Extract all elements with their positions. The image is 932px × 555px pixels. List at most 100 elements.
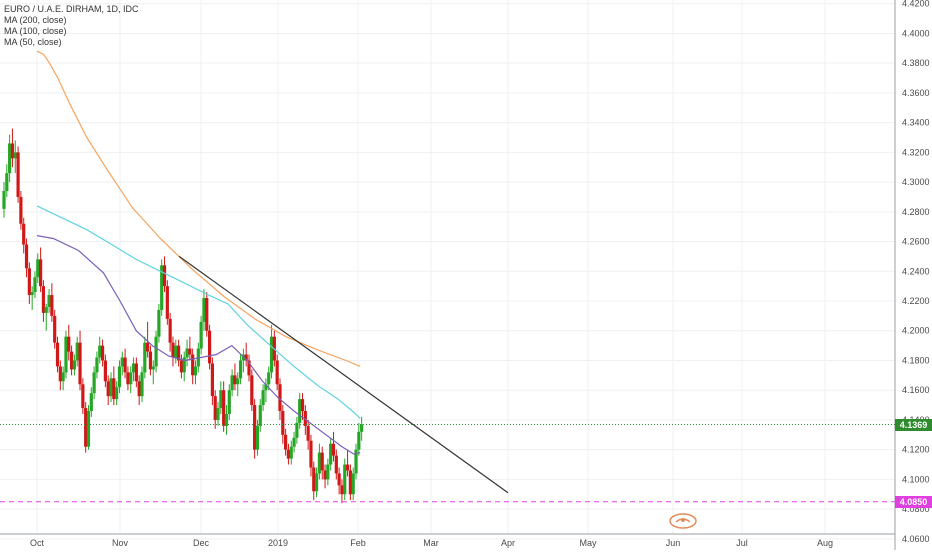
candle-body: [146, 342, 150, 352]
candle-body: [36, 259, 40, 278]
candle-body: [151, 366, 155, 370]
candle-body: [281, 411, 285, 435]
candle-body: [41, 286, 46, 313]
y-tick-label: 4.2000: [902, 326, 930, 336]
candle-body: [134, 363, 138, 382]
candle-body: [112, 378, 116, 400]
candle-body: [357, 431, 361, 450]
x-tick-label: Dec: [193, 538, 210, 548]
candle-body: [216, 408, 220, 420]
candle-body: [2, 191, 6, 209]
candle-body: [323, 470, 327, 480]
candle-body: [219, 390, 223, 409]
candle-body: [238, 360, 243, 379]
candle-body: [250, 375, 254, 406]
candle-body: [255, 425, 260, 450]
plot-area: [0, 0, 895, 534]
candle-body: [106, 381, 110, 397]
candle-body: [312, 467, 316, 492]
y-tick-label: 4.2600: [902, 237, 930, 247]
y-tick-label: 4.0600: [902, 534, 930, 544]
y-tick-label: 4.3600: [902, 88, 930, 98]
chart-legend: EURO / U.A.E. DIRHAM, 1D, IDC MA (200, c…: [4, 4, 139, 48]
candle-body: [337, 473, 341, 486]
candle-body: [16, 152, 20, 197]
tradingview-logo-icon[interactable]: [669, 513, 697, 529]
candle-body: [185, 348, 189, 358]
candle-body: [210, 363, 214, 397]
candle-body: [331, 443, 336, 456]
candle-body: [165, 286, 169, 319]
candle-body: [131, 363, 136, 373]
candle-body: [162, 265, 167, 287]
candle-body: [61, 372, 65, 382]
candle-body: [24, 244, 29, 269]
candle-body: [345, 464, 350, 471]
candle-body: [340, 485, 344, 495]
candle-body: [67, 336, 71, 352]
candle-body: [10, 143, 15, 159]
ma200-line: [36, 50, 361, 367]
support-price-tag: 4.0850: [895, 495, 932, 508]
candle-body: [267, 372, 271, 385]
candle-body: [120, 357, 124, 367]
candle-body: [50, 295, 54, 316]
candle-body: [247, 360, 251, 376]
ma100-line: [36, 205, 361, 419]
candle-body: [300, 399, 305, 412]
candle-body: [188, 348, 192, 355]
candle-body: [334, 455, 338, 474]
candle-body: [140, 372, 144, 397]
candle-body: [286, 449, 291, 459]
candle-body: [168, 318, 172, 343]
y-tick-label: 4.3000: [902, 177, 930, 187]
candle-body: [309, 440, 313, 468]
y-tick-label: 4.3400: [902, 118, 930, 128]
y-tick-label: 4.2800: [902, 207, 930, 217]
candle-body: [75, 342, 79, 361]
candle-body: [230, 375, 234, 391]
candle-body: [92, 372, 96, 394]
y-tick-label: 4.1200: [902, 445, 930, 455]
candle-body: [224, 413, 229, 426]
x-tick-label: Jul: [736, 538, 748, 548]
candle-body: [191, 354, 195, 376]
x-tick-label: Aug: [817, 538, 833, 548]
x-tick-label: Nov: [112, 538, 129, 548]
candle-body: [354, 449, 358, 474]
candle-body: [84, 408, 88, 447]
candle-body: [193, 366, 198, 376]
candle-body: [202, 298, 206, 322]
candle-body: [348, 470, 352, 495]
y-tick-label: 4.1000: [902, 474, 930, 484]
last-price-tag: 4.1369: [895, 418, 932, 431]
candle-body: [98, 345, 102, 358]
candle-body: [199, 321, 203, 349]
candle-body: [329, 443, 333, 465]
x-tick-label: Apr: [501, 538, 515, 548]
candle-body: [298, 399, 302, 423]
y-tick-label: 4.0800: [902, 504, 930, 514]
candle-body: [8, 143, 12, 174]
legend-ma200: MA (200, close): [4, 15, 67, 25]
candle-body: [143, 342, 147, 373]
x-tick-label: Mar: [423, 538, 439, 548]
candle-body: [278, 384, 282, 412]
candle-body: [86, 411, 91, 447]
candle-body: [320, 452, 324, 471]
candle-body: [64, 336, 68, 373]
candle-body: [109, 378, 113, 397]
y-tick-label: 4.2400: [902, 266, 930, 276]
candle-body: [244, 354, 248, 361]
candle-body: [154, 336, 158, 367]
candle-body: [30, 292, 34, 296]
candle-body: [264, 384, 268, 391]
candle-body: [261, 390, 265, 406]
y-tick-label: 4.4200: [902, 0, 930, 9]
candle-body: [269, 336, 274, 373]
candle-body: [306, 425, 310, 441]
candle-body: [129, 372, 133, 385]
candle-body: [78, 342, 82, 385]
